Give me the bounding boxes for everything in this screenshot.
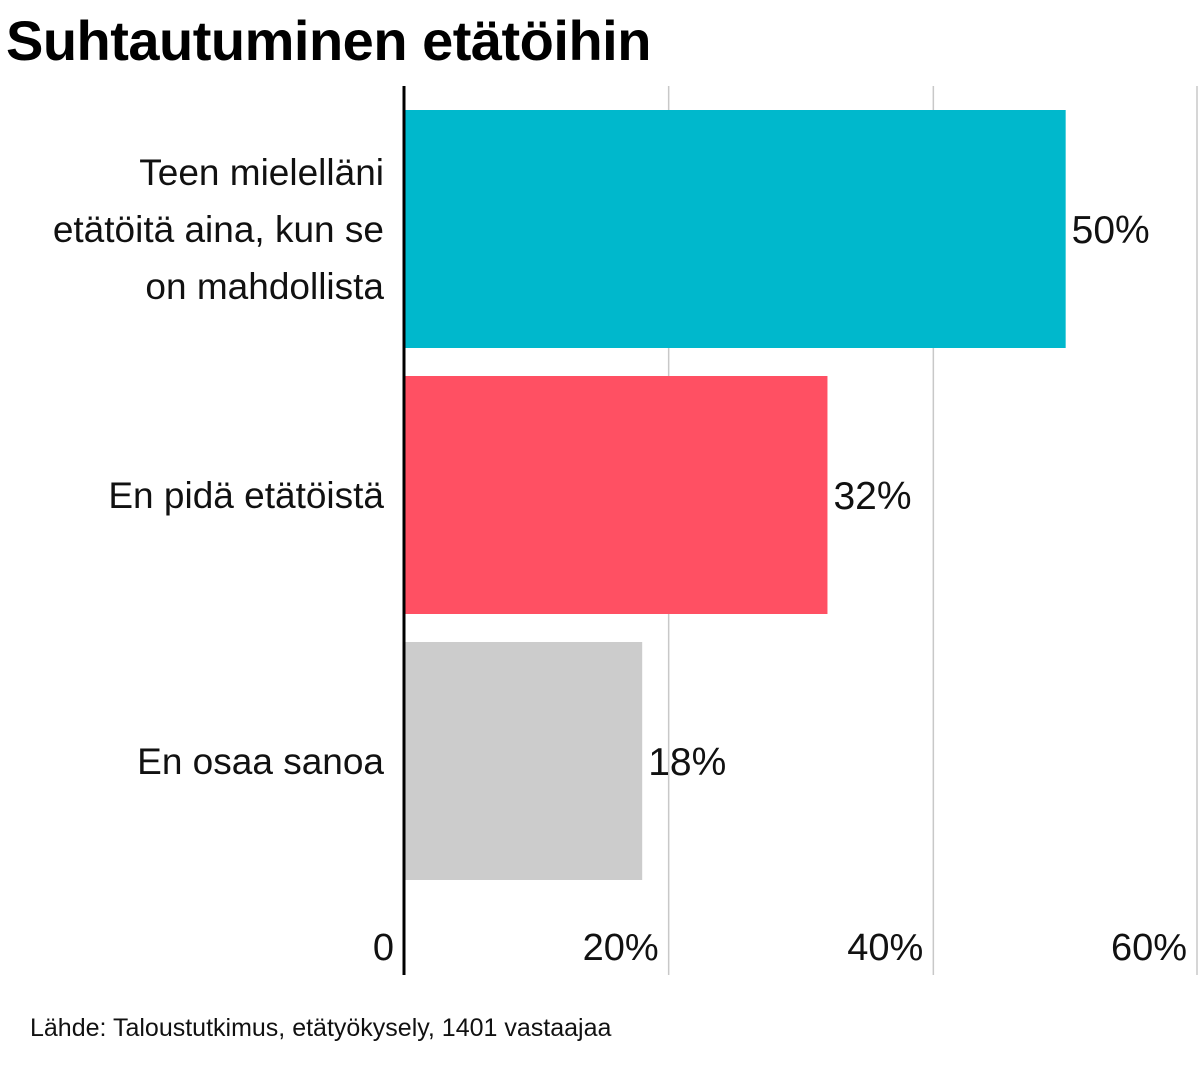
- tick-label-1: 20%: [583, 927, 659, 969]
- category-label-2: En osaa sanoa: [137, 741, 384, 782]
- tick-labels: 0 20% 40% 60%: [373, 927, 1187, 969]
- bar-0: [405, 110, 1066, 348]
- bars: [405, 110, 1066, 880]
- value-label-2: 18%: [648, 741, 726, 784]
- category-label-line: En osaa sanoa: [137, 741, 384, 782]
- value-labels: 50% 32% 18%: [648, 209, 1150, 784]
- category-label-0: Teen mielelläni etätöitä aina, kun se on m…: [53, 152, 385, 307]
- tick-label-2: 40%: [847, 927, 923, 969]
- tick-label-3: 60%: [1111, 927, 1187, 969]
- category-label-1: En pidä etätöistä: [108, 475, 384, 516]
- bar-2: [405, 642, 643, 880]
- value-label-0: 50%: [1072, 209, 1150, 252]
- chart-title: Suhtautuminen etätöihin: [6, 9, 651, 72]
- category-label-line: on mahdollista: [145, 266, 384, 307]
- category-label-line: Teen mielelläni: [139, 152, 384, 193]
- source-note: Lähde: Taloustutkimus, etätyökysely, 140…: [30, 1014, 612, 1042]
- category-label-line: En pidä etätöistä: [108, 475, 384, 516]
- bar-1: [405, 376, 828, 614]
- category-labels: Teen mielelläni etätöitä aina, kun se on m…: [53, 152, 385, 782]
- category-label-line: etätöitä aina, kun se: [53, 209, 384, 250]
- value-label-1: 32%: [833, 475, 911, 518]
- tick-label-0: 0: [373, 927, 394, 969]
